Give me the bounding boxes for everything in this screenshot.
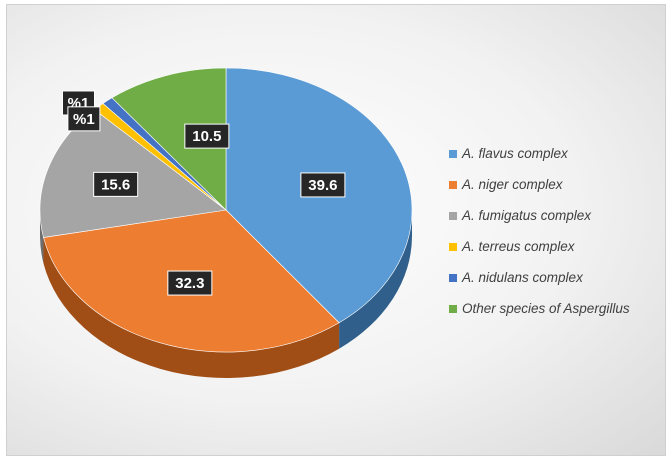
data-label-other-species-of-aspergillus: 10.5: [184, 123, 230, 149]
data-label-box: [300, 172, 346, 198]
legend-label: A. terreus complex: [462, 239, 575, 254]
slice-side-a-niger-complex: [43, 237, 340, 379]
data-label-text: 15.6: [101, 176, 130, 193]
pie-data-labels: 39.632.315.6%1%110.5: [61, 90, 346, 296]
legend-item-a-flavus-complex: A. flavus complex: [449, 138, 667, 169]
data-label-text: %1: [73, 111, 95, 128]
legend-swatch: [449, 149, 457, 158]
legend-swatch: [449, 180, 457, 189]
data-label-box: [93, 171, 139, 197]
legend-item-other-species-of-aspergillus: Other species of Aspergillus: [449, 293, 667, 324]
legend-swatch: [449, 304, 457, 313]
data-label-text: 32.3: [175, 275, 204, 292]
legend-label: A. niger complex: [462, 177, 563, 192]
data-label-box: [167, 270, 213, 296]
slice-other-species-of-aspergillus: [111, 67, 227, 211]
legend-swatch: [449, 242, 457, 251]
data-label-a-nidulans-complex: %1: [67, 106, 101, 132]
legend-swatch: [449, 273, 457, 282]
pie-depth: [40, 210, 412, 379]
legend-label: Other species of Aspergillus: [462, 301, 630, 316]
legend-item-a-nidulans-complex: A. nidulans complex: [449, 262, 667, 293]
data-label-box: [184, 123, 230, 149]
legend-swatch: [449, 211, 457, 220]
legend-item-a-niger-complex: A. niger complex: [449, 169, 667, 200]
data-label-box: [67, 106, 101, 132]
legend-label: A. flavus complex: [462, 146, 568, 161]
data-label-a-niger-complex: 32.3: [167, 270, 213, 296]
legend-label: A. nidulans complex: [462, 270, 583, 285]
slice-side-a-fumigatus-complex: [40, 210, 44, 264]
data-label-a-fumigatus-complex: 15.6: [93, 171, 139, 197]
legend: A. flavus complex A. niger complex A. fumi…: [449, 138, 667, 324]
data-label-text: 10.5: [192, 128, 221, 145]
data-label-a-flavus-complex: 39.6: [300, 172, 346, 198]
data-label-text: 39.6: [308, 177, 337, 194]
legend-label: A. fumigatus complex: [462, 208, 592, 223]
legend-item-a-terreus-complex: A. terreus complex: [449, 231, 667, 262]
slice-side-a-flavus-complex: [339, 210, 412, 349]
legend-item-a-fumigatus-complex: A. fumigatus complex: [449, 200, 667, 231]
